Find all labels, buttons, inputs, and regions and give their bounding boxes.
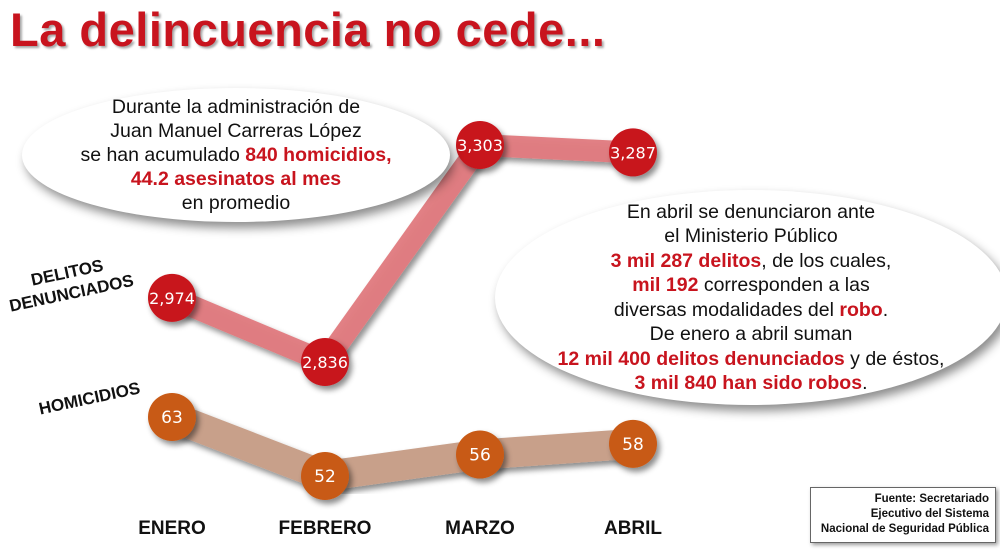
bubble-highlight: 12 mil 400 delitos denunciados: [557, 347, 845, 370]
bubble-highlight: 3 mil 840 han sido robos: [634, 372, 863, 394]
bubble-text: corresponden a las: [698, 274, 870, 296]
x-tick-label: ENERO: [138, 518, 206, 539]
bubble-line: Juan Manuel Carreras López: [110, 120, 362, 142]
info-bubble-homicides: Durante la administración de Juan Manuel…: [22, 88, 450, 222]
data-point: [148, 273, 196, 322]
data-label: 58: [622, 435, 644, 455]
series-line: [166, 403, 635, 492]
bubble-text: diversas modalidades del: [613, 298, 840, 321]
data-label: 2,974: [149, 289, 195, 308]
bubble-text: y de éstos,: [844, 347, 945, 370]
data-label: 3,287: [610, 143, 656, 162]
data-label: 56: [469, 446, 491, 466]
x-tick-label: ABRIL: [603, 518, 663, 539]
data-point: [301, 452, 349, 500]
bubble-highlight: mil 192: [632, 274, 699, 296]
bubble-line: el Ministerio Público: [664, 225, 838, 247]
bubble-highlight: 840 homicidios,: [245, 144, 392, 166]
source-line: Ejecutivo del Sistema: [870, 508, 989, 520]
bubble-text: .: [882, 298, 889, 321]
data-label: 2,836: [302, 353, 348, 372]
series-line: [167, 133, 634, 376]
data-point: [301, 338, 349, 386]
data-point: [609, 128, 657, 177]
bubble-line: 12 mil 400 delitos denunciados y de ésto…: [558, 347, 945, 372]
bubble-line: De enero a abril suman: [649, 323, 853, 345]
info-bubble-crimes: En abril se denunciaron ante el Minister…: [495, 190, 1000, 405]
bubble-highlight: robo: [839, 298, 883, 321]
bubble-line: 3 mil 840 han sido robos.: [635, 371, 868, 396]
bubble-highlight: 44.2 asesinatos al mes: [130, 168, 342, 190]
source-box: Fuente: Secretariado Ejecutivo del Siste…: [810, 487, 996, 543]
data-point: [456, 430, 504, 479]
data-label: 52: [314, 467, 336, 487]
bubble-line: en promedio: [181, 192, 291, 214]
x-tick-label: FEBRERO: [278, 518, 372, 539]
bubble-line: En abril se denunciaron ante: [626, 200, 876, 223]
bubble-line: 3 mil 287 delitos, de los cuales,: [611, 249, 892, 274]
source-line: Fuente: Secretariado: [874, 493, 989, 505]
data-point: [609, 419, 657, 468]
bubble-highlight: 3 mil 287 delitos: [610, 249, 762, 272]
x-tick-label: MARZO: [445, 518, 515, 539]
bubble-line: Durante la administración de: [111, 96, 361, 118]
source-line: Nacional de Seguridad Pública: [820, 523, 989, 535]
bubble-line: se han acumulado 840 homicidios,: [80, 143, 391, 167]
bubble-text: se han acumulado: [80, 144, 246, 166]
bubble-line: mil 192 corresponden a las: [632, 273, 869, 298]
data-point: [456, 121, 504, 169]
data-label: 63: [161, 408, 183, 428]
data-point: [148, 393, 196, 441]
page-title: La delincuencia no cede...: [10, 3, 606, 56]
bubble-text: .: [862, 372, 868, 394]
data-label: 3,303: [457, 136, 503, 155]
bubble-line: diversas modalidades del robo.: [614, 298, 888, 323]
bubble-text: , de los cuales,: [761, 249, 892, 272]
